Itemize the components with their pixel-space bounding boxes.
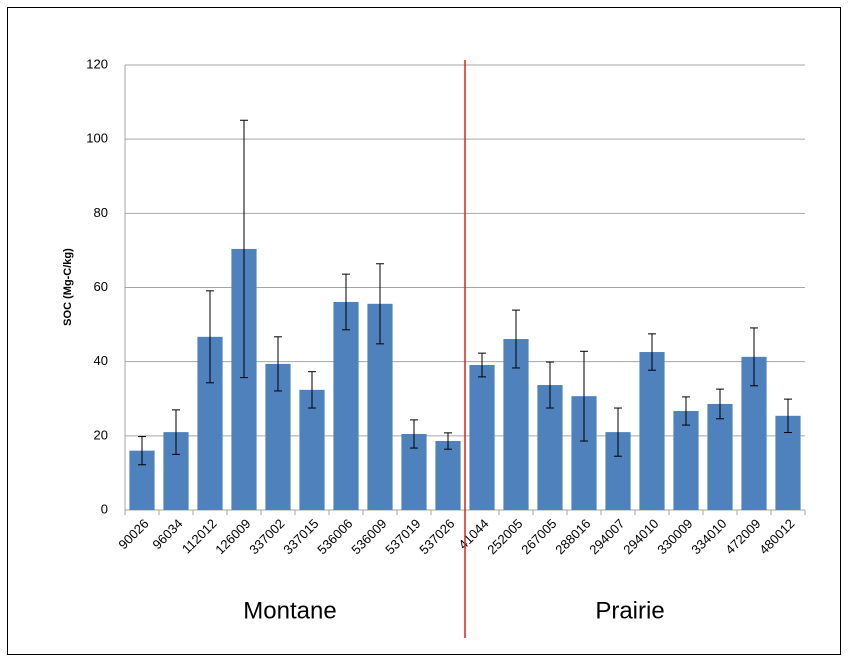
group-label: Prairie <box>595 597 664 624</box>
error-bar <box>580 350 588 442</box>
bar <box>333 301 359 510</box>
y-tick-label: 40 <box>94 353 108 368</box>
error-bar <box>614 407 622 457</box>
y-tick-label: 60 <box>94 279 108 294</box>
error-bar <box>308 371 316 409</box>
bar <box>673 410 699 510</box>
error-bar <box>648 333 656 371</box>
y-tick-label: 80 <box>94 205 108 220</box>
y-tick-label: 0 <box>101 501 108 516</box>
y-tick-label: 120 <box>86 56 108 71</box>
bar <box>299 389 325 510</box>
bar <box>469 365 495 510</box>
error-bar <box>342 273 350 331</box>
error-bar <box>376 263 384 345</box>
error-bar <box>784 398 792 433</box>
group-label: Montane <box>243 597 336 624</box>
error-bar <box>410 419 418 449</box>
error-bar <box>478 352 486 378</box>
frame <box>7 7 841 655</box>
error-bar <box>512 309 520 369</box>
y-tick-label: 100 <box>86 131 108 146</box>
y-axis-label: SOC (Mg-C/kg) <box>62 248 74 326</box>
error-bar <box>682 396 690 426</box>
error-bar <box>138 436 146 466</box>
error-bar <box>716 388 724 420</box>
bar <box>707 403 733 510</box>
error-bar <box>240 119 248 379</box>
error-bar <box>274 336 282 392</box>
error-bar <box>206 290 214 384</box>
error-bar <box>750 327 758 387</box>
bar <box>639 352 665 510</box>
error-bar <box>546 361 554 409</box>
error-bar <box>444 432 452 450</box>
y-tick-label: 20 <box>94 427 108 442</box>
bar <box>435 441 461 510</box>
error-bar <box>172 409 180 455</box>
